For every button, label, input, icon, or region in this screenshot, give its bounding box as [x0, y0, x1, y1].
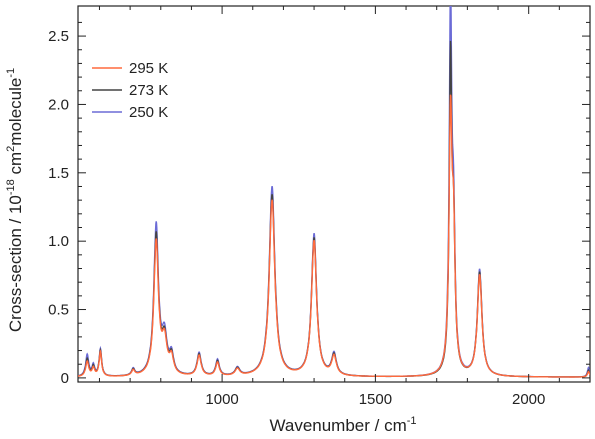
- y-tick-label: 0.5: [48, 302, 69, 319]
- x-axis: 1000 1500 2000: [98, 6, 591, 408]
- y-tick-label: 2.0: [48, 96, 69, 113]
- y-axis-title: Cross-section / 10-18 cm2molecule-1: [5, 68, 25, 332]
- y-tick-label: 1.5: [48, 165, 69, 182]
- y-tick-label: 1.0: [48, 233, 69, 250]
- legend-label: 273 K: [129, 82, 168, 99]
- y-axis: 0 0.5 1.0 1.5 2.0 2.5: [48, 21, 590, 387]
- legend: 295 K 273 K 250 K: [92, 60, 168, 121]
- series-line-250-k: [78, 6, 590, 378]
- legend-label: 250 K: [129, 104, 168, 121]
- y-tick-label: 2.5: [48, 28, 69, 45]
- x-tick-label: 1000: [205, 391, 238, 408]
- plot-area: [77, 5, 591, 383]
- x-tick-label: 1500: [359, 391, 392, 408]
- legend-label: 295 K: [129, 60, 168, 77]
- x-tick-label: 2000: [512, 391, 545, 408]
- series-line-295-k: [78, 94, 590, 378]
- plot-frame: [77, 5, 591, 383]
- x-axis-title: Wavenumber / cm-1: [269, 415, 416, 435]
- y-tick-label: 0: [61, 370, 69, 387]
